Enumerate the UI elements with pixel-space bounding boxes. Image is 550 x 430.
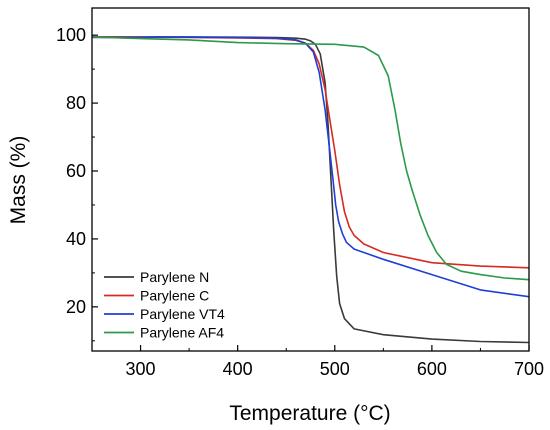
y-axis-title: Mass (%) [7,136,30,225]
legend-label-0: Parylene N [140,269,209,285]
y-tick-label: 80 [66,93,86,113]
x-tick-label: 600 [417,359,447,379]
plot-area [91,36,530,344]
legend-label-2: Parylene VT4 [140,306,225,322]
series-line-3 [91,36,530,281]
axis-ticks: 300 400 500 600 700 20 40 60 80 100 [56,25,544,379]
legend: Parylene N Parylene C Parylene VT4 Parylene… [104,269,225,341]
y-tick-label: 100 [56,25,86,45]
legend-label-1: Parylene C [140,288,209,304]
y-tick-label: 40 [66,229,86,249]
series-line-2 [92,36,530,298]
x-tick-label: 300 [126,359,156,379]
x-axis-title: Temperature (°C) [229,402,390,425]
plot-frame [91,7,530,352]
y-tick-label: 60 [66,161,86,181]
x-tick-label: 500 [320,359,350,379]
x-tick-label: 700 [514,359,544,379]
y-tick-label: 20 [66,297,86,317]
legend-label-3: Parylene AF4 [140,325,224,341]
series-line-1 [91,36,530,269]
x-tick-label: 400 [223,359,253,379]
